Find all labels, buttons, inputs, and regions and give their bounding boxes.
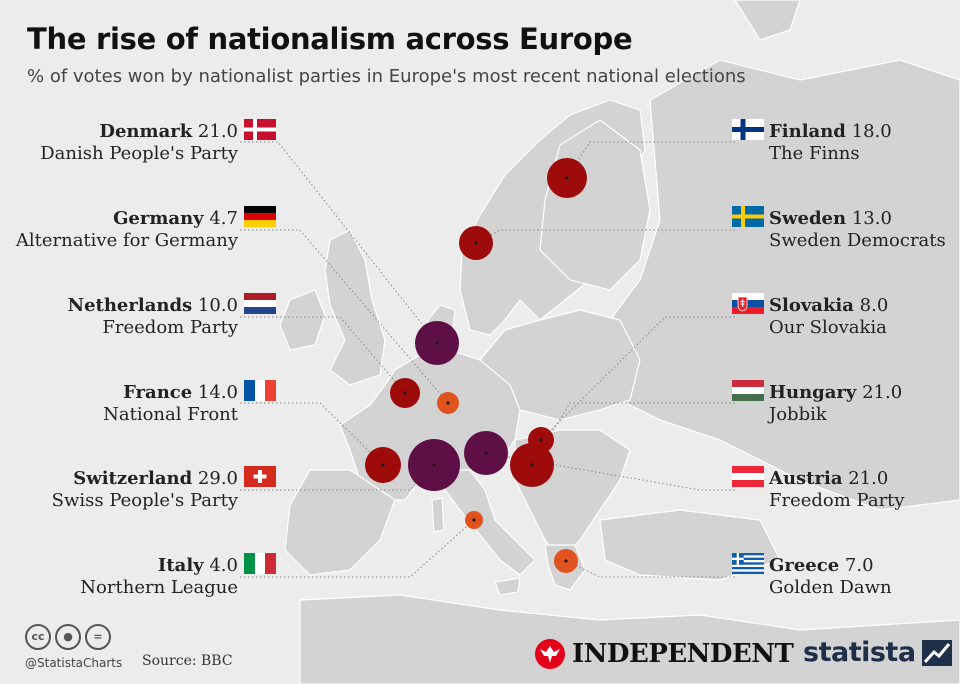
vote-value: 4.7 [209, 208, 238, 229]
party-name: Our Slovakia [769, 317, 887, 338]
label-hungary: Hungary 21.0 Jobbik [769, 382, 960, 426]
by-icon: ● [55, 624, 81, 650]
party-name: Jobbik [769, 404, 827, 425]
nd-icon: = [85, 624, 111, 650]
country-name: Slovakia [769, 295, 854, 316]
party-name: Swiss People's Party [51, 490, 238, 511]
leader-line-netherlands [240, 316, 406, 394]
license-icons: cc ● = [25, 624, 115, 650]
label-greece: Greece 7.0 Golden Dawn [769, 555, 960, 599]
leader-line-france [240, 402, 384, 466]
bubble-center-dots [381, 176, 569, 563]
flag-hungary-icon [732, 380, 764, 401]
vote-value: 13.0 [851, 208, 892, 229]
party-name: Freedom Party [769, 490, 905, 511]
vote-value: 4.0 [209, 555, 238, 576]
country-name: Finland [769, 121, 846, 142]
vote-value: 18.0 [851, 121, 892, 142]
country-name: Denmark [99, 121, 193, 142]
party-name: Sweden Democrats [769, 230, 946, 251]
eagle-icon [535, 639, 565, 669]
label-austria: Austria 21.0 Freedom Party [769, 468, 960, 512]
flag-sweden-icon [732, 206, 764, 227]
flag-netherlands-icon [244, 293, 276, 314]
page-subtitle: % of votes won by nationalist parties in… [27, 66, 746, 87]
vote-value: 14.0 [197, 382, 238, 403]
vote-value: 21.0 [197, 121, 238, 142]
label-finland: Finland 18.0 The Finns [769, 121, 960, 165]
country-name: Switzerland [73, 468, 193, 489]
party-name: Northern League [80, 577, 238, 598]
vote-value: 21.0 [848, 468, 889, 489]
party-name: Golden Dawn [769, 577, 892, 598]
publisher-name: INDEPENDENT [572, 639, 794, 669]
country-name: Netherlands [67, 295, 193, 316]
label-switzerland: Switzerland 29.0 Swiss People's Party [0, 468, 238, 512]
flag-germany-icon [244, 206, 276, 227]
flag-slovakia-icon [732, 293, 764, 314]
flag-finland-icon [732, 119, 764, 140]
label-germany: Germany 4.7 Alternative for Germany [0, 208, 238, 252]
flag-denmark-icon [244, 119, 276, 140]
twitter-handle: @StatistaCharts [25, 656, 123, 670]
flag-italy-icon [244, 553, 276, 574]
flag-switzerland-icon [244, 466, 276, 487]
page-title: The rise of nationalism across Europe [27, 22, 633, 56]
statista-mark-icon [921, 639, 952, 666]
source-note: Source: BBC [142, 653, 233, 669]
label-italy: Italy 4.0 Northern League [0, 555, 238, 599]
country-name: Greece [769, 555, 840, 576]
party-name: Freedom Party [102, 317, 238, 338]
party-name: Alternative for Germany [15, 230, 238, 251]
leader-line-italy [240, 519, 475, 578]
brand-name: statista [803, 637, 916, 668]
label-denmark: Denmark 21.0 Danish People's Party [0, 121, 238, 165]
vote-value: 29.0 [197, 468, 238, 489]
party-name: The Finns [769, 143, 860, 164]
leader-line-denmark [240, 141, 438, 344]
vote-value: 10.0 [197, 295, 238, 316]
label-france: France 14.0 National Front [0, 382, 238, 426]
party-name: Danish People's Party [40, 143, 238, 164]
independent-logo: INDEPENDENT [534, 636, 794, 672]
country-name: France [123, 382, 193, 403]
country-name: Germany [113, 208, 204, 229]
country-name: Italy [157, 555, 204, 576]
flag-greece-icon [732, 553, 764, 574]
vote-value: 8.0 [859, 295, 889, 316]
label-slovakia: Slovakia 8.0 Our Slovakia [769, 295, 960, 339]
flag-france-icon [244, 380, 276, 401]
party-name: National Front [103, 404, 238, 425]
label-sweden: Sweden 13.0 Sweden Democrats [769, 208, 960, 252]
country-name: Hungary [769, 382, 857, 403]
statista-logo: statista [803, 637, 952, 668]
vote-value: 7.0 [844, 555, 874, 576]
flag-austria-icon [732, 466, 764, 487]
label-netherlands: Netherlands 10.0 Freedom Party [0, 295, 238, 339]
country-name: Sweden [769, 208, 847, 229]
country-name: Austria [769, 468, 843, 489]
vote-value: 21.0 [862, 382, 903, 403]
leader-line-greece [565, 560, 735, 578]
leader-line-germany [240, 229, 449, 404]
cc-icon: cc [25, 624, 51, 650]
